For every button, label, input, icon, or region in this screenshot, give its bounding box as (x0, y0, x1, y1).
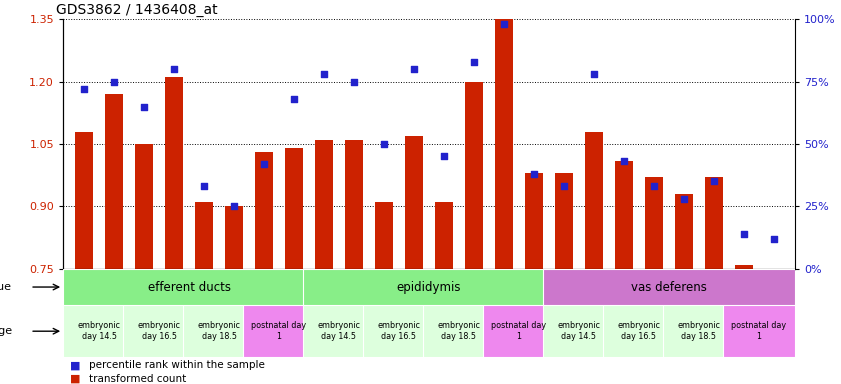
Point (767, 236, 780, 242)
Bar (645, 177, 663, 269)
Bar (135, 144, 153, 269)
Bar (705, 177, 722, 269)
Text: postnatal day
1: postnatal day 1 (251, 321, 306, 341)
Point (707, 179, 721, 185)
Point (677, 196, 690, 202)
Bar (105, 94, 123, 269)
Bar (63, 305, 135, 357)
Bar (285, 148, 303, 269)
Bar (495, 19, 513, 269)
Bar (315, 140, 333, 269)
Bar (465, 82, 483, 269)
Text: vas deferens: vas deferens (631, 281, 706, 293)
Point (137, 104, 151, 110)
Text: embryonic
day 18.5: embryonic day 18.5 (677, 321, 720, 341)
Text: percentile rank within the sample: percentile rank within the sample (88, 360, 265, 370)
Text: embryonic
day 14.5: embryonic day 14.5 (77, 321, 120, 341)
Point (257, 161, 271, 167)
Point (557, 184, 570, 190)
Bar (255, 152, 273, 269)
Bar (435, 202, 453, 269)
Text: embryonic
day 14.5: embryonic day 14.5 (558, 321, 600, 341)
Point (617, 159, 631, 165)
Text: embryonic
day 14.5: embryonic day 14.5 (317, 321, 361, 341)
Point (317, 71, 331, 77)
Text: tissue: tissue (0, 282, 12, 292)
Bar (674, 194, 693, 269)
Bar (165, 78, 183, 269)
Text: transformed count: transformed count (88, 374, 186, 384)
Text: embryonic
day 18.5: embryonic day 18.5 (437, 321, 480, 341)
Bar (243, 305, 315, 357)
Point (467, 59, 480, 65)
Text: development stage: development stage (0, 326, 12, 336)
Bar (555, 173, 573, 269)
Bar (722, 305, 795, 357)
Point (497, 21, 510, 27)
Point (737, 231, 750, 237)
Bar (345, 140, 363, 269)
Point (407, 66, 420, 72)
Bar (375, 202, 393, 269)
Text: GDS3862 / 1436408_at: GDS3862 / 1436408_at (56, 3, 217, 17)
Bar (405, 136, 423, 269)
Bar (225, 207, 243, 269)
Point (347, 79, 361, 85)
Text: embryonic
day 16.5: embryonic day 16.5 (617, 321, 660, 341)
Text: embryonic
day 16.5: embryonic day 16.5 (138, 321, 181, 341)
Bar (303, 269, 555, 305)
Bar (525, 173, 542, 269)
Bar (75, 132, 93, 269)
Point (167, 66, 181, 72)
Bar (615, 161, 632, 269)
Text: efferent ducts: efferent ducts (147, 281, 230, 293)
Point (198, 184, 211, 190)
Point (647, 184, 660, 190)
Text: postnatal day
1: postnatal day 1 (731, 321, 786, 341)
Point (437, 154, 451, 160)
Text: embryonic
day 18.5: embryonic day 18.5 (198, 321, 241, 341)
Bar (735, 265, 753, 269)
Bar (603, 305, 674, 357)
Bar (195, 202, 213, 269)
Text: ■: ■ (71, 374, 81, 384)
Bar (483, 305, 555, 357)
Bar (63, 269, 315, 305)
Bar (584, 132, 603, 269)
Text: epididymis: epididymis (397, 281, 461, 293)
Point (527, 171, 541, 177)
Bar (542, 305, 615, 357)
Bar (663, 305, 735, 357)
Point (378, 141, 391, 147)
Point (77, 86, 91, 92)
Point (108, 79, 121, 85)
Bar (183, 305, 255, 357)
Text: postnatal day
1: postnatal day 1 (491, 321, 547, 341)
Text: embryonic
day 16.5: embryonic day 16.5 (378, 321, 420, 341)
Point (227, 204, 241, 210)
Bar (423, 305, 495, 357)
Bar (123, 305, 195, 357)
Point (587, 71, 600, 77)
Text: ■: ■ (71, 360, 81, 370)
Point (288, 96, 301, 102)
Bar (542, 269, 795, 305)
Bar (363, 305, 435, 357)
Bar (303, 305, 375, 357)
